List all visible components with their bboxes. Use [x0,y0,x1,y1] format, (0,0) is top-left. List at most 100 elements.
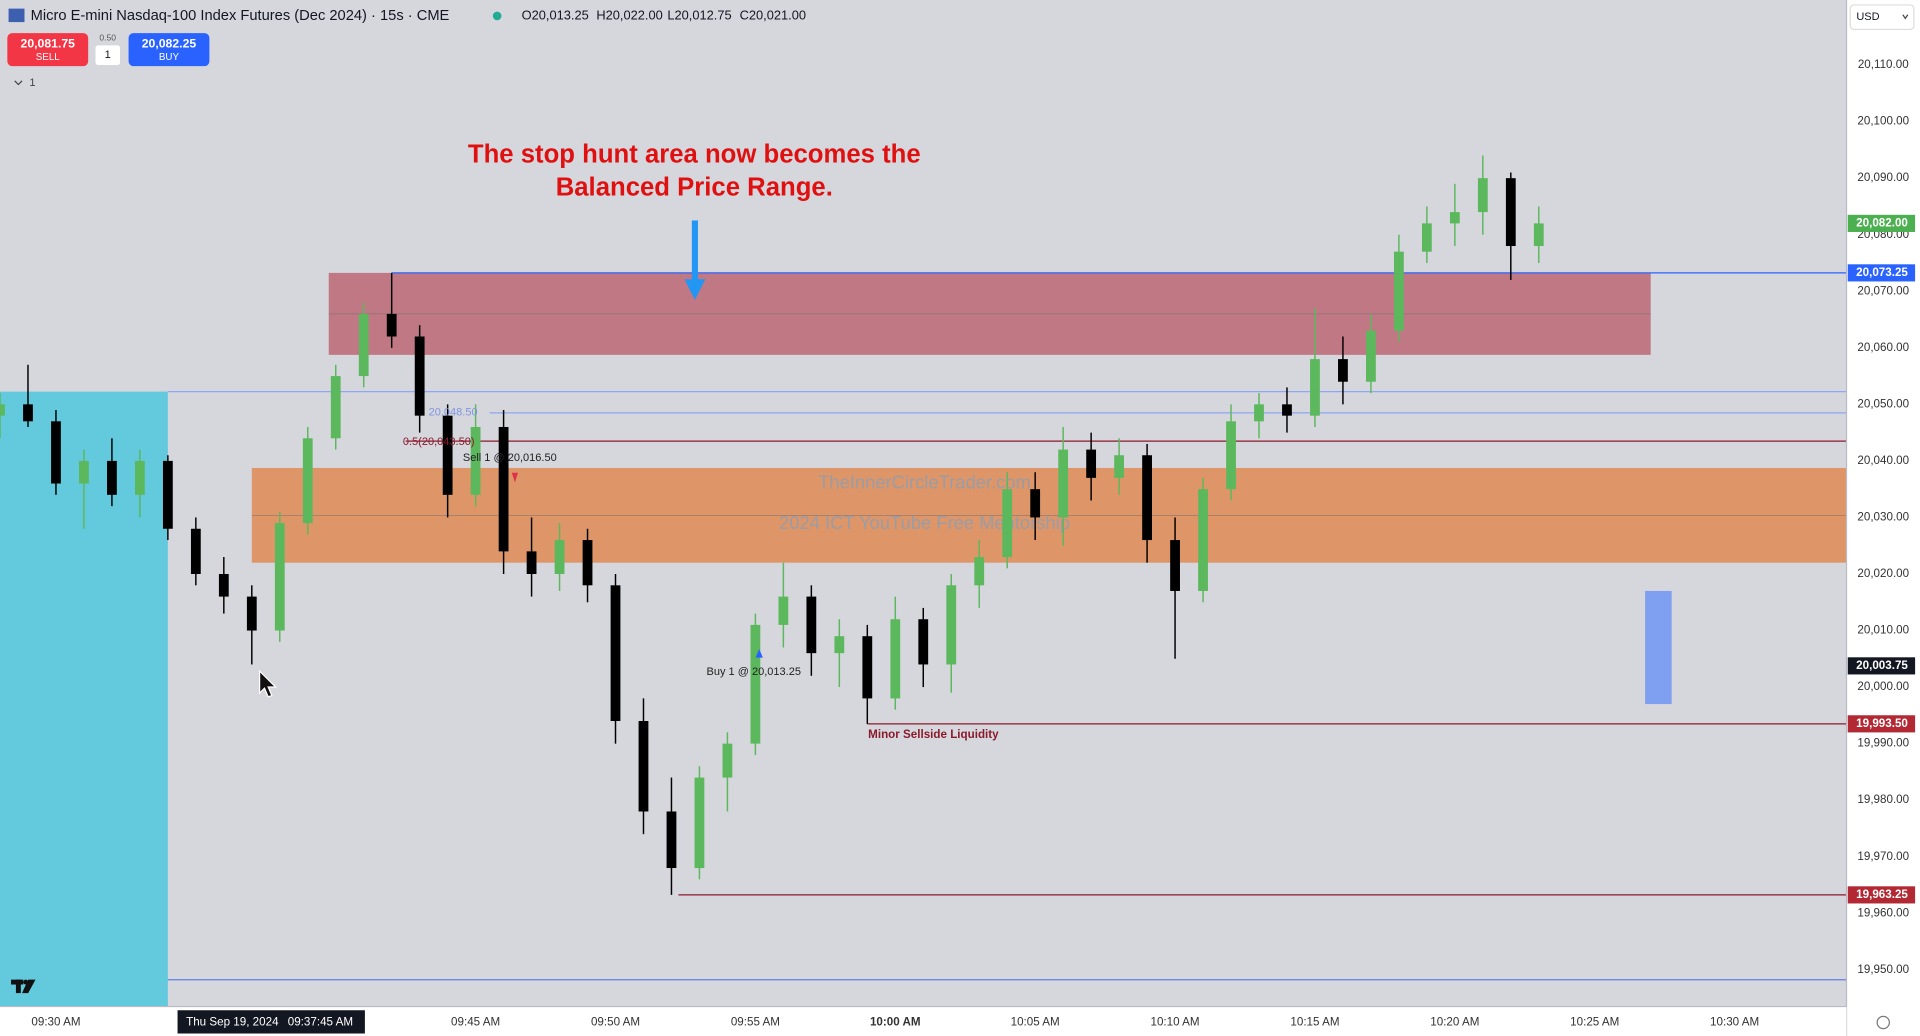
y-tick-label: 20,040.00 [1857,454,1909,467]
quantity[interactable]: 1 [105,49,111,61]
candle-body [498,426,509,552]
price-label: 19,993.50 [1856,717,1908,730]
sell-label[interactable]: SELL [36,52,60,63]
settings-icon[interactable] [1876,1015,1890,1030]
candle-body [162,460,173,529]
chart-label: Minor Sellside Liquidity [868,728,999,741]
dropdown-icon[interactable] [1902,14,1909,20]
logo [11,979,36,994]
candle-body [778,596,789,625]
logo-part [22,979,36,994]
candle-body [1030,489,1041,518]
buy-button[interactable]: 20,082.25 BUY [128,33,210,67]
candle-body [442,415,453,495]
crosshair-box [177,1010,365,1034]
candle-body [470,426,481,495]
candle-body [1505,178,1516,247]
sell-marker [511,472,518,483]
spread: 0.50 [99,32,116,42]
sell-button[interactable]: 20,081.75 SELL [7,33,89,67]
y-tick-label: 19,980.00 [1857,793,1909,806]
candle-body [1226,421,1236,490]
candle-body [582,540,593,586]
y-tick-label: 20,060.00 [1857,341,1909,354]
watermark: 2024 ICT YouTube Free Mentorship [779,512,1070,533]
indicator-count[interactable]: 1 [29,77,35,89]
market-status [492,11,502,21]
price-label: 20,082.00 [1856,216,1908,229]
candle-body [722,743,733,778]
price-label: 20,003.75 [1856,659,1908,672]
x-tick-label: 10:25 AM [1570,1016,1619,1029]
x-tick-label: 10:30 AM [1710,1016,1759,1029]
candle-body [1254,404,1264,422]
sell-button-bg[interactable] [7,33,89,67]
candle-body [946,585,957,665]
candle-body [1366,330,1376,382]
candle-body [274,523,285,631]
candle-body [1170,540,1180,591]
buy-price[interactable]: 20,082.25 [142,36,197,50]
candle-body [1449,212,1460,224]
candle-body [134,460,145,495]
chart-label: 20,048.50 [429,407,478,419]
x-tick-label: 09:50 AM [591,1016,640,1029]
candle-body [1114,455,1125,478]
chart-label: Sell 1 @ 20,016.50 [463,452,557,464]
candle-body [1002,489,1013,558]
candle-body [1421,223,1432,252]
annotation: The stop hunt area now becomes the [468,140,921,168]
flag-icon [8,8,25,23]
price-label-box [1847,214,1916,232]
collapse-icon[interactable] [14,80,23,86]
sell-price[interactable]: 20,081.75 [21,36,76,50]
ohlc: H20,022.00 [596,7,662,22]
axis-labels: 19,950.00 19,960.00 19,970.00 19,980.00 19,9… [31,58,1916,1029]
logo-part [23,979,29,985]
currency-box[interactable] [1849,4,1915,31]
candle-body [1533,223,1544,247]
currency[interactable]: USD [1856,11,1879,23]
candle-body [862,636,873,699]
y-tick-label: 19,970.00 [1857,850,1909,863]
ohlc: C20,021.00 [740,7,806,22]
candles [0,155,1544,895]
symbol-title: Micro E-mini Nasdaq-100 Index Futures (D… [31,8,450,24]
price-label: 20,073.25 [1856,266,1908,279]
ohlc: L20,012.75 [667,7,731,22]
candle-body [974,557,985,586]
annotation: Balanced Price Range. [556,173,833,201]
candle-body [0,404,5,416]
x-tick-label: 09:55 AM [731,1016,780,1029]
quantity-box[interactable] [95,45,120,65]
candle-body [386,313,397,337]
buy-button-bg[interactable] [128,33,210,67]
buy-marker [755,649,763,658]
candle-body [107,460,117,495]
y-tick-label: 20,000.00 [1857,680,1909,693]
x-tick-label: 10:05 AM [1011,1016,1060,1029]
candle-body [750,624,761,744]
price-label-box [1847,886,1916,904]
x-tick-label: 10:15 AM [1290,1016,1339,1029]
logo-part [15,979,21,994]
arrow-head [684,279,706,301]
buy-label[interactable]: BUY [159,52,180,63]
candle-body [414,336,425,416]
zone [1645,590,1672,705]
candle-body [1338,359,1348,382]
x-tick-label: 09:45 AM [451,1016,500,1029]
candle-body [1142,455,1152,541]
price-label-box [1847,657,1916,675]
candle-body [358,313,369,377]
candle-body [1310,359,1320,416]
candle-body [1282,404,1292,416]
candle-body [1393,251,1404,331]
candle-body [218,573,229,597]
y-tick-label: 19,990.00 [1857,737,1909,750]
y-tick-label: 20,050.00 [1857,397,1909,410]
y-tick-label: 19,960.00 [1857,906,1909,919]
candle-body [610,585,621,722]
x-tick-label: 10:00 AM [870,1016,921,1029]
